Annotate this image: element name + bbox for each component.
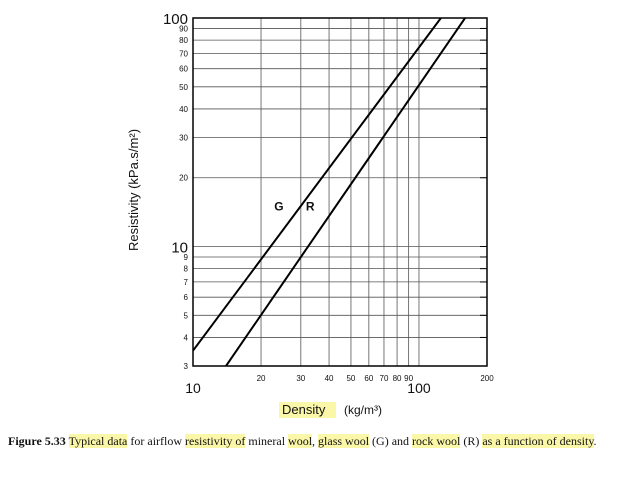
y-tick-label: 40 (179, 105, 188, 114)
caption-segment: wool (288, 434, 313, 448)
x-tick-label: 100 (407, 380, 431, 396)
x-tick-label: 10 (185, 380, 201, 396)
y-tick-label: 80 (179, 36, 188, 45)
y-tick-label: 90 (179, 24, 188, 33)
y-tick-label: 30 (179, 133, 188, 142)
series-label-r: R (306, 199, 315, 213)
x-axis-label-highlight (279, 402, 336, 418)
x-tick-label: 200 (480, 374, 494, 383)
y-tick-label: 100 (163, 11, 188, 28)
caption-segment: mineral (245, 434, 289, 448)
caption-segment: glass wool (318, 434, 370, 448)
y-tick-label: 3 (184, 362, 189, 371)
y-tick-label: 10 (171, 240, 188, 257)
x-tick-label: 90 (404, 374, 413, 383)
y-axis-label: Resistivity (kPa.s/m²) (126, 129, 141, 251)
caption-segment: as a function of density (482, 434, 594, 448)
x-axis-label: Density (282, 402, 326, 417)
series-line-r (225, 18, 466, 366)
caption-segment: (R) (460, 434, 483, 448)
caption-segment: , (312, 434, 319, 448)
y-tick-label: 6 (184, 293, 189, 302)
grid (193, 18, 487, 366)
plot-frame (192, 17, 488, 367)
y-tick-label: 60 (179, 65, 188, 74)
y-tick-label: 70 (179, 49, 188, 58)
caption-segment: for airflow (127, 434, 186, 448)
y-tick-label: 50 (179, 83, 188, 92)
x-tick-label: 20 (257, 374, 266, 383)
caption-segment: (G) and (369, 434, 413, 448)
caption-segment: . (593, 434, 597, 448)
series-line-g (193, 18, 442, 352)
caption-segment: Typical data (68, 434, 128, 448)
caption-segment: resistivity of (185, 434, 246, 448)
y-tick-label: 5 (184, 311, 189, 320)
x-tick-label: 70 (380, 374, 389, 383)
caption-text: Typical data for airflow resistivity of … (66, 434, 597, 448)
y-tick-label: 7 (184, 278, 189, 287)
x-tick-label: 40 (325, 374, 334, 383)
y-tick-label: 20 (179, 174, 188, 183)
y-tick-label: 9 (184, 253, 189, 262)
figure-caption: Figure 5.33 Typical data for airflow res… (8, 433, 632, 450)
x-tick-label: 30 (296, 374, 305, 383)
x-tick-label: 60 (364, 374, 373, 383)
x-tick-label: 80 (393, 374, 402, 383)
series-label-g: G (274, 199, 283, 213)
y-tick-label: 8 (184, 265, 189, 274)
x-tick-label: 50 (346, 374, 355, 383)
x-axis-unit: (kg/m³) (344, 403, 382, 417)
figure-number: Figure 5.33 (8, 434, 66, 448)
y-tick-label: 4 (184, 333, 189, 342)
caption-segment: rock wool (412, 434, 461, 448)
